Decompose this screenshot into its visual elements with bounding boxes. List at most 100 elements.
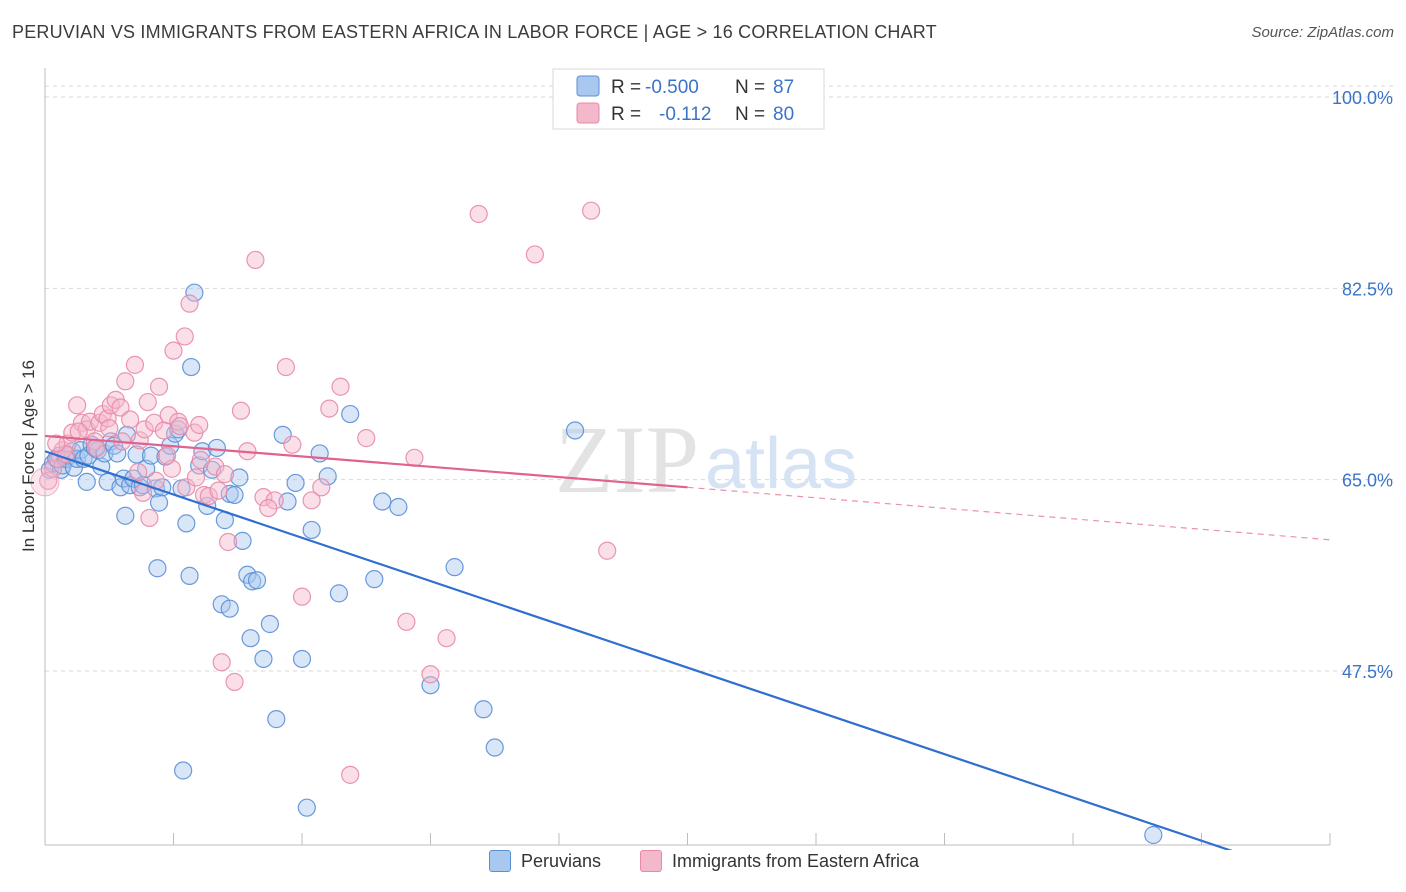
source-label: Source: ZipAtlas.com: [1251, 24, 1394, 41]
immigrant-point: [125, 355, 145, 374]
peruvian-point: [273, 425, 292, 444]
y-tick-label: 100.0%: [1332, 88, 1393, 108]
watermark-zip: ZIP: [555, 406, 699, 513]
immigrant-point: [39, 471, 58, 490]
legend-r-label: R =: [611, 77, 641, 98]
immigrant-point: [421, 665, 440, 684]
immigrant-point: [68, 396, 87, 415]
immigrant-point: [231, 401, 251, 420]
peruvian-point: [177, 514, 196, 533]
peruvian-point: [286, 473, 305, 493]
legend-label-immigrants: Immigrants from Eastern Africa: [672, 850, 920, 871]
immigrant-point: [283, 435, 302, 454]
trend-lines: [44, 434, 1331, 850]
immigrant-point: [164, 341, 183, 360]
immigrant-point: [87, 438, 106, 458]
legend-n-label: N =: [735, 104, 765, 125]
immigrant-point: [259, 498, 278, 518]
immigrant-point: [175, 327, 194, 346]
immigrant-point: [219, 532, 238, 552]
y-tick-label: 82.5%: [1342, 279, 1393, 299]
peruvian-point: [182, 357, 201, 377]
immigrant-point: [135, 420, 154, 439]
peruvian-point: [220, 599, 239, 618]
immigrant-point: [405, 448, 424, 467]
peruvian-point: [108, 444, 127, 463]
peruvian-point: [341, 404, 360, 424]
immigrant-point: [170, 416, 190, 436]
peruvian-point: [241, 629, 260, 648]
immigrant-point: [138, 392, 157, 412]
watermark-atlas: atlas: [705, 424, 857, 504]
peruvian-point: [230, 468, 249, 487]
legend-swatch-immigrants: [640, 850, 662, 872]
peruvians-trend-line: [44, 450, 1233, 850]
peruvian-point: [1144, 825, 1163, 845]
immigrant-point: [149, 377, 169, 396]
immigrant-point: [582, 201, 601, 220]
immigrant-point: [341, 765, 360, 784]
immigrant-point: [331, 377, 350, 396]
peruvian-point: [127, 445, 146, 464]
immigrant-point: [225, 672, 244, 692]
peruvian-point: [116, 506, 135, 525]
immigrant-point: [199, 486, 218, 506]
immigrant-point: [397, 612, 416, 631]
peruvian-point: [247, 571, 267, 590]
legend-swatch-peruvians: [489, 850, 511, 872]
peruvian-point: [180, 566, 199, 585]
y-tick-label: 47.5%: [1342, 662, 1393, 682]
peruvian-point: [318, 467, 337, 486]
immigrant-point: [159, 406, 178, 425]
immigrants-trend-extension: [687, 486, 1331, 541]
immigrants-trend-line: [44, 434, 688, 489]
immigrant-point: [140, 508, 159, 528]
peruvian-point: [278, 492, 297, 511]
peruvian-point: [207, 438, 226, 458]
immigrant-point: [437, 629, 456, 648]
immigrant-point: [145, 413, 164, 432]
immigrant-point: [320, 399, 339, 418]
peruvian-point: [445, 558, 464, 577]
immigrant-point: [116, 372, 135, 391]
peruvian-point: [565, 421, 585, 440]
immigrant-point: [100, 419, 119, 438]
y-tick-labels: 47.5% 65.0% 82.5% 100.0%: [1332, 88, 1393, 682]
peruvian-point: [302, 520, 321, 540]
peruvian-point: [292, 649, 312, 669]
immigrant-point: [209, 481, 228, 500]
peruvian-point: [267, 710, 286, 729]
scatter-chart: ZIP atlas 47.5%65.0%82.5%100.0% 0.0%80.0…: [19, 68, 1393, 850]
immigrant-point: [598, 541, 617, 560]
legend-item-peruvians: Peruvians: [489, 850, 601, 872]
immigrant-point: [276, 357, 296, 377]
peruvian-point: [149, 493, 169, 512]
immigrant-point: [246, 250, 265, 270]
immigrant-point: [302, 491, 321, 510]
immigrant-point: [121, 410, 140, 429]
peruvian-point: [148, 559, 167, 578]
peruvian-point: [141, 446, 161, 465]
legend-label-peruvians: Peruvians: [521, 850, 602, 871]
peruvian-point: [485, 738, 504, 757]
immigrant-point: [525, 245, 545, 264]
y-axis-label: In Labor Force | Age > 16: [19, 360, 38, 552]
immigrant-point: [469, 204, 488, 224]
legend-n-label: N =: [735, 77, 765, 98]
legend-r-value: -0.112: [659, 104, 711, 125]
immigrant-point: [30, 467, 60, 497]
immigrant-point: [180, 294, 199, 313]
immigrant-point: [157, 446, 177, 465]
peruvian-point: [77, 472, 96, 491]
immigrant-point: [312, 478, 331, 497]
peruvian-point: [329, 584, 349, 603]
legend-item-immigrants: Immigrants from Eastern Africa: [640, 850, 919, 872]
correlation-legend: R = -0.500 N = 87 R = -0.112 N = 80: [552, 68, 825, 130]
watermark: ZIP atlas: [555, 406, 857, 513]
immigrant-point: [191, 450, 210, 470]
legend-n-value: 87: [773, 77, 794, 98]
immigrant-point: [111, 398, 130, 417]
peruvian-point: [174, 761, 193, 780]
axes: [44, 68, 1331, 846]
peruvian-point: [130, 478, 149, 497]
